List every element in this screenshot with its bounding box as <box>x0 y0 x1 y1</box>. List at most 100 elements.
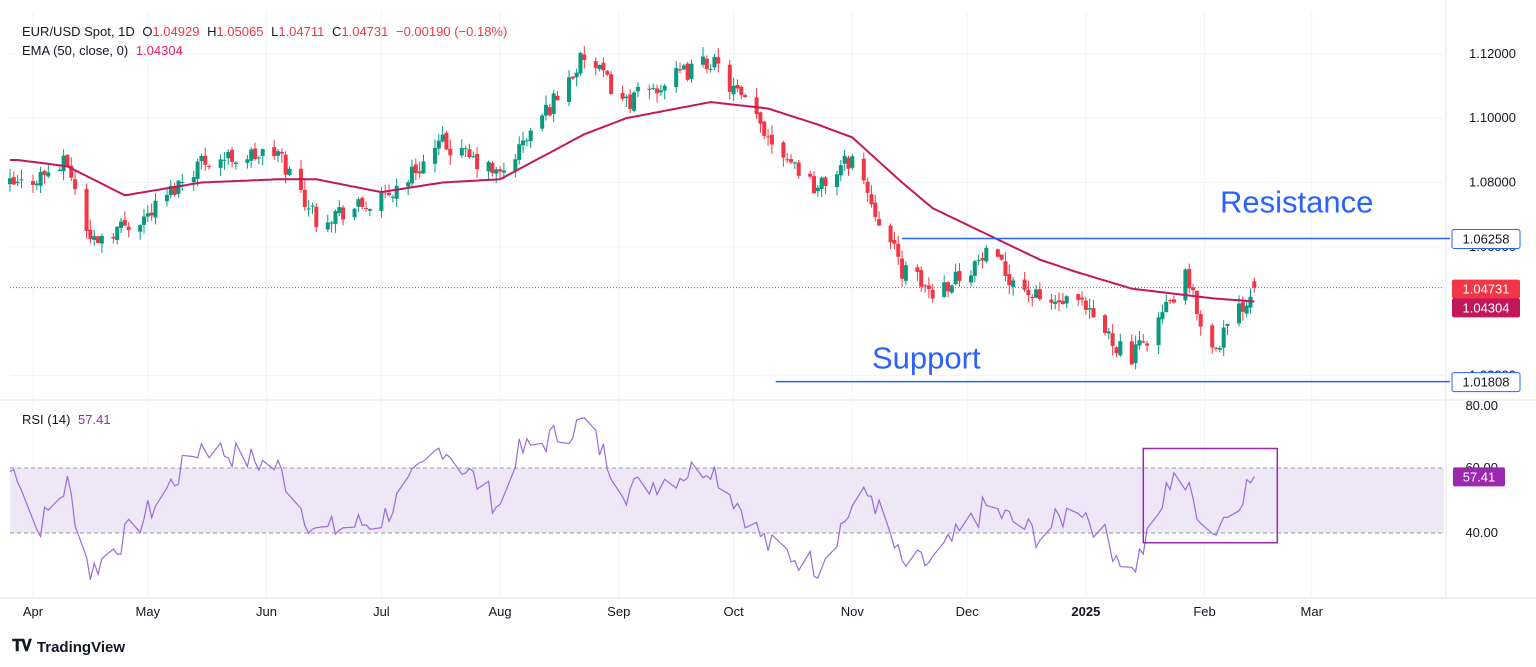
candle-body <box>367 209 372 211</box>
candle-body <box>605 71 610 75</box>
candle <box>46 163 51 179</box>
close-value: 1.04731 <box>341 24 389 39</box>
overlays: Resistance Support <box>10 101 1450 383</box>
candle <box>11 171 16 186</box>
candle-body <box>551 93 556 114</box>
candle-body <box>432 147 437 164</box>
candle <box>789 154 794 165</box>
candle-body <box>1110 333 1115 346</box>
candle-body <box>341 207 346 220</box>
candle <box>42 169 47 184</box>
high-label: H <box>207 24 217 39</box>
candle-body <box>946 282 951 292</box>
candle <box>1003 252 1008 282</box>
candle-body <box>226 151 231 159</box>
candle-body <box>69 165 74 178</box>
candle-body <box>30 181 35 185</box>
candle <box>222 151 227 170</box>
rsi-label: RSI (14) <box>22 412 71 427</box>
candle-body <box>283 154 288 175</box>
candle-body <box>980 258 985 261</box>
candle <box>727 59 732 100</box>
time-tick-label: Aug <box>488 604 511 619</box>
candle-body <box>96 236 101 243</box>
candle-body <box>758 112 763 124</box>
candle-body <box>769 134 774 145</box>
candle <box>601 57 606 78</box>
candle-body <box>99 235 104 244</box>
candle <box>1011 277 1016 296</box>
candle-body <box>1102 315 1107 333</box>
candle <box>1164 294 1169 313</box>
ema-price-tag-text: 1.04304 <box>1463 300 1510 315</box>
candle <box>597 64 602 72</box>
candle-body <box>486 161 491 172</box>
last-price-tag-text: 1.04731 <box>1463 282 1510 297</box>
time-tick-label: Oct <box>723 604 744 619</box>
candle <box>364 201 369 212</box>
candle-body <box>1217 348 1222 350</box>
candle <box>413 158 418 181</box>
tradingview-brand[interactable]: 𝐓𝐕 TradingView <box>12 638 125 656</box>
candle <box>256 155 261 165</box>
candle-body <box>218 159 223 168</box>
candle-body <box>838 165 843 176</box>
candle-body <box>923 285 928 287</box>
rsi-band <box>10 468 1444 533</box>
candle-body <box>708 68 713 70</box>
candle <box>1083 296 1088 315</box>
candle <box>272 139 277 160</box>
candle <box>1102 313 1107 336</box>
candle-body <box>716 57 721 64</box>
candle <box>834 170 839 196</box>
candle <box>1034 284 1039 299</box>
candle <box>681 63 686 71</box>
candle-body <box>662 85 667 91</box>
candle-body <box>842 155 847 164</box>
candle-body <box>360 197 365 207</box>
candle <box>574 68 579 87</box>
candle-body <box>149 212 154 216</box>
candle-body <box>1194 290 1199 315</box>
candle <box>1076 293 1081 306</box>
candle <box>440 126 445 143</box>
candle <box>551 90 556 123</box>
candle <box>1087 298 1092 319</box>
candle-body <box>38 172 43 186</box>
candle <box>957 263 962 287</box>
candle-body <box>896 243 901 257</box>
candle <box>1026 280 1031 303</box>
candle-body <box>46 172 51 177</box>
candle-body <box>172 187 177 195</box>
candle-body <box>444 132 449 150</box>
axes: 1.120001.100001.080001.060001.02000AprMa… <box>23 46 1521 619</box>
candle-body <box>253 148 258 159</box>
candle <box>138 224 143 240</box>
candle-body <box>199 156 204 162</box>
candle-body <box>681 65 686 70</box>
candle-body <box>73 179 78 190</box>
time-tick-label: 2025 <box>1071 604 1100 619</box>
candle <box>1214 346 1219 352</box>
candle-body <box>1214 347 1219 349</box>
candle-body <box>903 265 908 281</box>
candle <box>555 91 560 101</box>
candle <box>792 161 797 170</box>
candles <box>8 46 1257 370</box>
candle <box>949 284 954 294</box>
support-price-tag: 1.01808 <box>1451 372 1521 393</box>
candle <box>865 177 870 202</box>
candle <box>279 148 284 163</box>
candle <box>1225 323 1230 336</box>
change-value: −0.00190 (−0.18%) <box>396 24 508 39</box>
candle-body <box>1210 325 1215 348</box>
candle <box>1110 324 1115 356</box>
candle <box>785 153 790 164</box>
candle-body <box>34 183 39 186</box>
candle <box>172 182 177 197</box>
candle-body <box>436 140 441 149</box>
candle-body <box>1236 303 1241 324</box>
candle <box>352 208 357 221</box>
candle-body <box>19 179 24 181</box>
candle <box>30 174 35 193</box>
